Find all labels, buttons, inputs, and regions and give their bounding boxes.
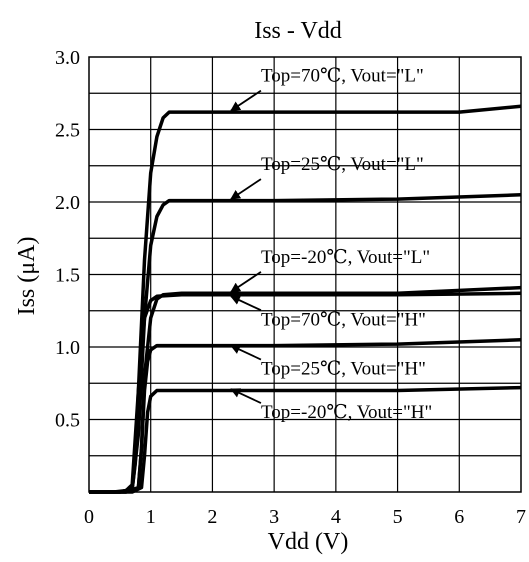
y-axis-ticks: 0.5 1.0 1.5 2.0 2.5 3.0: [55, 47, 80, 432]
x-tick-label: 1: [146, 506, 156, 528]
annotation-5: Top=25℃, Vout="H": [230, 344, 426, 380]
y-axis-label: Iss (μA): [14, 237, 40, 316]
x-axis-ticks: 0 1 2 3 4 5 6 7: [84, 506, 526, 528]
grid: [89, 57, 521, 492]
annotation-2: Top=25℃, Vout="L": [230, 154, 424, 200]
annotation-arrow: [230, 178, 262, 200]
series-layer: [89, 104, 522, 494]
annotation-label: Top=25℃, Vout="L": [261, 154, 424, 175]
x-tick-label: 7: [516, 506, 526, 528]
series-line-6: [89, 385, 522, 494]
annotation-arrow: [230, 295, 262, 312]
x-tick-label: 6: [454, 506, 464, 528]
x-axis-label: Vdd (V): [268, 529, 349, 555]
annotation-label: Top=70℃, Vout="H": [261, 309, 426, 330]
x-tick-label: 5: [393, 506, 403, 528]
y-tick-label: 3.0: [55, 47, 80, 69]
annotation-arrow: [230, 89, 262, 112]
annotation-arrow: [230, 271, 262, 293]
y-tick-label: 1.5: [55, 265, 80, 287]
x-tick-label: 2: [207, 506, 217, 528]
annotation-label: Top=70℃, Vout="L": [261, 66, 424, 87]
annotation-6: Top=-20℃, Vout="H": [230, 388, 432, 423]
annotation-4: Top=70℃, Vout="H": [230, 295, 426, 330]
y-tick-label: 0.5: [55, 410, 80, 432]
y-tick-label: 2.0: [55, 192, 80, 214]
x-tick-label: 4: [331, 506, 341, 528]
annotation-label: Top=-20℃, Vout="L": [261, 247, 430, 268]
annotation-label: Top=25℃, Vout="H": [261, 359, 426, 380]
x-tick-label: 3: [269, 506, 279, 528]
annotation-arrow: [230, 344, 262, 361]
y-tick-label: 1.0: [55, 337, 80, 359]
annotation-1: Top=70℃, Vout="L": [230, 66, 424, 112]
annotation-arrow: [230, 388, 262, 404]
plot-frame: [88, 56, 522, 493]
annotation-3: Top=-20℃, Vout="L": [230, 247, 430, 293]
chart-title: Iss - Vdd: [254, 18, 342, 44]
annotation-label: Top=-20℃, Vout="H": [261, 402, 432, 423]
x-tick-label: 0: [84, 506, 94, 528]
y-tick-label: 2.5: [55, 120, 80, 142]
annotations: Top=70℃, Vout="L" Top=25℃, Vout="L" Top=-2…: [230, 66, 432, 423]
